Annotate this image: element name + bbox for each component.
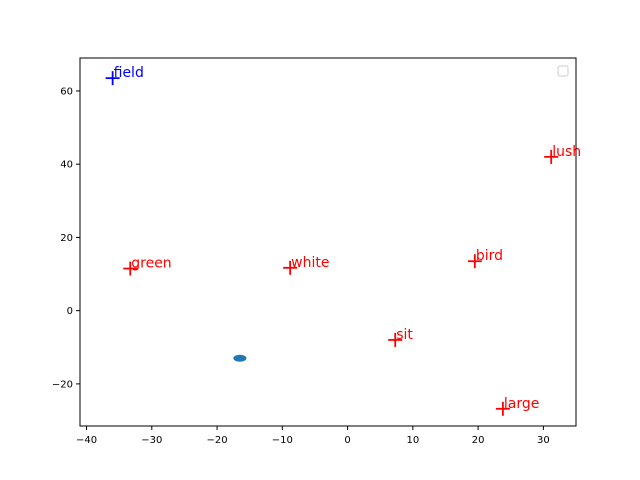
point-label: bird [476, 248, 503, 264]
point-field: field [105, 65, 144, 86]
point-label: sit [396, 327, 413, 343]
x-tick-label: 20 [472, 435, 485, 446]
x-axis-ticks: −40 −30 −20 −10 0 10 20 30 [76, 426, 550, 446]
point-label: white [291, 255, 329, 271]
x-tick-label: 30 [537, 435, 550, 446]
x-tick-label: −20 [206, 435, 227, 446]
point-green: green [123, 256, 172, 276]
y-tick-label: 20 [60, 233, 73, 244]
point-white: white [283, 255, 329, 275]
y-tick-label: 40 [60, 160, 73, 171]
point-label: lush [552, 144, 581, 160]
x-tick-label: 10 [406, 435, 419, 446]
y-tick-label: 0 [67, 306, 73, 317]
x-tick-label: −30 [141, 435, 162, 446]
x-tick-label: −40 [76, 435, 97, 446]
point-sit: sit [388, 327, 413, 347]
point-bird: bird [467, 248, 503, 269]
point-lush: lush [544, 144, 581, 164]
point-label: field [114, 65, 144, 81]
y-tick-label: 60 [60, 86, 73, 97]
plot-marks: field lush green white bird sit large [105, 65, 581, 416]
plot-frame [79, 57, 577, 427]
point-label: green [131, 256, 171, 272]
legend-box [557, 65, 569, 77]
point-large: large [495, 396, 539, 416]
x-tick-label: 0 [344, 435, 350, 446]
y-axis-ticks: −20 0 20 40 60 [52, 86, 80, 390]
unlabeled-point [233, 354, 247, 362]
point-label: large [504, 396, 539, 412]
x-tick-label: −10 [272, 435, 293, 446]
y-tick-label: −20 [52, 379, 73, 390]
